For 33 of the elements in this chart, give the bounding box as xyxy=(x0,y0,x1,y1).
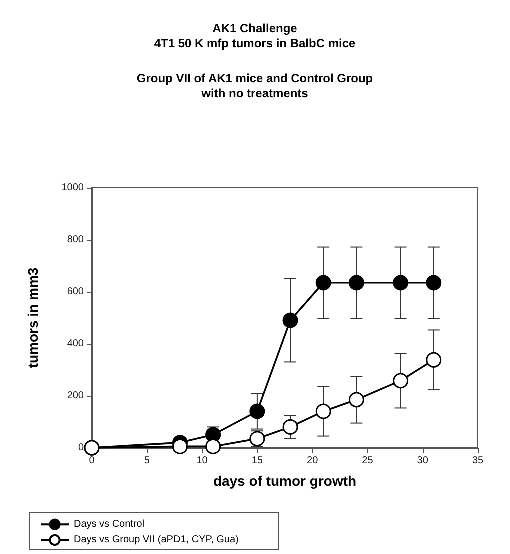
point xyxy=(282,312,298,328)
point xyxy=(250,404,266,420)
y-tick-label: 0 xyxy=(78,442,84,454)
point xyxy=(316,275,332,291)
point xyxy=(282,419,298,435)
x-tick-label: 35 xyxy=(472,456,484,466)
point xyxy=(172,438,188,454)
legend-label: Days vs Group VII (aPD1, CYP, Gua) xyxy=(74,534,239,546)
x-tick-label: 15 xyxy=(252,456,264,466)
y-tick-label: 200 xyxy=(67,390,84,402)
point xyxy=(393,373,409,389)
x-tick-label: 25 xyxy=(362,456,374,466)
y-axis-title: tumors in mm3 xyxy=(25,268,41,368)
point xyxy=(426,352,442,368)
y-tick-label: 1000 xyxy=(62,182,84,194)
point xyxy=(393,275,409,291)
x-tick-label: 20 xyxy=(307,456,319,466)
point xyxy=(348,392,364,408)
point xyxy=(348,275,364,291)
point xyxy=(206,438,222,454)
y-tick-label: 400 xyxy=(67,338,84,350)
x-tick-label: 0 xyxy=(89,456,96,466)
x-axis-title: days of tumor growth xyxy=(213,473,357,489)
point xyxy=(426,275,442,291)
x-tick-label: 10 xyxy=(196,456,208,466)
x-tick-label: 30 xyxy=(417,456,429,466)
point xyxy=(316,404,332,420)
chart-subtitle: Group VII of AK1 mice and Control Group with no treatments xyxy=(136,72,374,100)
chart-title: AK1 Challenge 4T1 50 K mfp tumors in BalbC mice xyxy=(154,22,356,50)
y-tick-label: 600 xyxy=(67,286,84,298)
y-tick-label: 800 xyxy=(67,234,84,246)
legend-label: Days vs Control xyxy=(74,519,145,530)
x-tick-label: 5 xyxy=(144,456,150,466)
